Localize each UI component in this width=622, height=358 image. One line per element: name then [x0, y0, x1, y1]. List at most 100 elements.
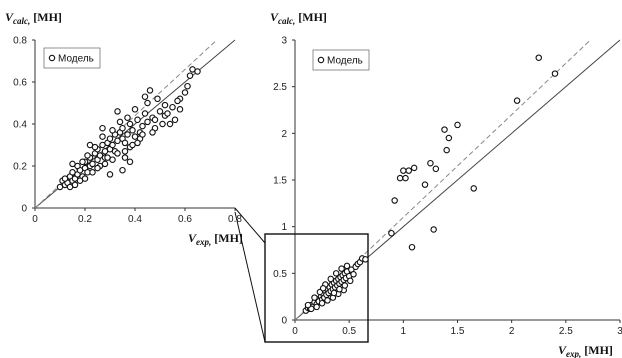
data-point [154, 95, 161, 103]
data-point [121, 154, 129, 161]
data-point [69, 160, 76, 168]
data-point [330, 289, 338, 297]
y-axis-title-subscript: calc, [13, 16, 30, 26]
data-point [324, 297, 331, 304]
data-point [164, 110, 171, 117]
data-point [430, 226, 437, 233]
data-point [119, 166, 126, 174]
y-tick-label: 2 [281, 129, 287, 140]
x-tick-label: 1.5 [451, 326, 465, 337]
y-axis-title-subscript: calc, [278, 16, 295, 26]
data-point [332, 270, 340, 277]
x-axis-title-unit: [MH] [581, 343, 613, 357]
data-point [99, 124, 106, 132]
data-point [470, 185, 477, 192]
y-axis-title: Vcalc, [MH] [270, 10, 327, 26]
data-point [114, 150, 121, 157]
x-tick-label: 0 [32, 214, 38, 225]
data-point [121, 148, 129, 155]
data-point [144, 99, 151, 107]
data-point [126, 158, 134, 166]
x-axis-title: Vexp, [MH] [558, 343, 613, 358]
data-point [101, 160, 109, 168]
data-point [139, 131, 146, 138]
data-point [71, 181, 79, 189]
data-point [86, 141, 94, 149]
data-point [171, 116, 179, 124]
data-point [346, 277, 354, 285]
y-tick-label: 0.6 [13, 78, 27, 89]
data-point [114, 108, 121, 115]
data-point [391, 197, 398, 204]
y-axis-title-symbol: V [270, 10, 279, 24]
data-point [443, 146, 450, 154]
data-point [81, 175, 89, 182]
data-point [454, 121, 461, 129]
y-tick-label: 3 [281, 36, 287, 47]
zoom-box [264, 233, 369, 343]
data-point [134, 139, 141, 147]
y-tick-label: 0 [281, 316, 287, 327]
x-tick-label: 0.5 [342, 326, 356, 337]
y-axis-title-unit: [MH] [295, 10, 327, 24]
data-point [121, 139, 129, 147]
y-tick-label: 0.5 [273, 269, 287, 280]
y-tick-label: 0.4 [13, 120, 27, 131]
data-point [184, 82, 191, 90]
data-point [405, 167, 412, 174]
data-point [124, 131, 131, 138]
data-point [318, 299, 326, 307]
y-tick-label: 0 [21, 204, 27, 215]
data-point [109, 127, 116, 134]
data-point [159, 120, 166, 128]
data-point [139, 122, 146, 130]
x-tick-label: 2 [509, 326, 515, 337]
data-point [156, 108, 164, 115]
data-point [124, 114, 131, 121]
inset-connector [234, 207, 266, 343]
data-point [129, 127, 136, 134]
data-point [551, 70, 559, 77]
data-point [169, 103, 176, 111]
data-point [186, 72, 194, 79]
data-point [343, 262, 351, 270]
legend-box [312, 49, 370, 71]
data-point [421, 181, 429, 188]
legend-label: Модель [58, 54, 94, 65]
data-point [313, 303, 320, 311]
x-axis-title-subscript: exp, [566, 349, 581, 358]
y-axis-title-unit: [MH] [30, 10, 62, 24]
x-axis-title-symbol: V [188, 231, 197, 245]
data-point [427, 159, 434, 167]
x-axis-title: Vexp, [MH] [188, 231, 243, 247]
legend-box [43, 47, 101, 69]
y-tick-label: 0.8 [13, 36, 27, 47]
x-tick-label: 3 [617, 326, 622, 337]
data-point [94, 164, 101, 172]
data-point [410, 164, 418, 172]
data-point [146, 87, 154, 94]
data-point [106, 171, 114, 178]
y-tick-label: 1 [281, 222, 287, 233]
x-tick-label: 2.5 [559, 326, 573, 337]
data-point [89, 169, 96, 176]
data-point [535, 54, 542, 61]
data-point [109, 141, 116, 149]
data-point [126, 120, 134, 128]
y-axis-title: Vcalc, [MH] [5, 10, 62, 26]
x-tick-label: 0.6 [178, 214, 192, 225]
data-point [99, 133, 106, 140]
x-tick-label: 0 [292, 326, 298, 337]
data-point [341, 282, 349, 289]
data-point [151, 116, 159, 124]
data-point [400, 167, 407, 174]
y-tick-label: 1.5 [273, 176, 287, 187]
x-axis-title-subscript: exp, [196, 237, 211, 247]
y-axis-title-symbol: V [5, 10, 14, 24]
x-tick-label: 0.2 [78, 214, 92, 225]
chart-panel-left-inset: 0 0.2 0.4 0.6 0.8 0 0.2 0.4 0.6 0.8 Модель Vcalc, [… [5, 10, 243, 247]
data-point [513, 97, 521, 104]
connector-line [234, 211, 266, 343]
x-tick-label: 0.8 [228, 214, 242, 225]
